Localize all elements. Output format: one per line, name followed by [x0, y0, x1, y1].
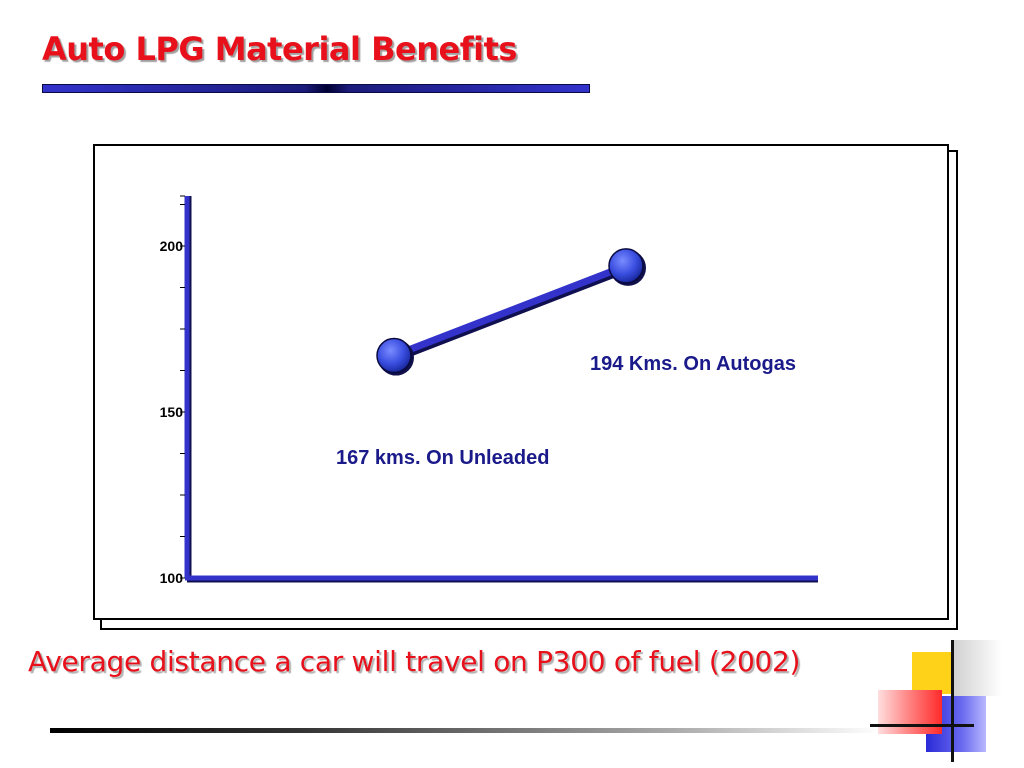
chart-caption: Average distance a car will travel on P3… [28, 645, 801, 678]
data-label: 194 Kms. On Autogas [590, 353, 796, 375]
chart-frame [93, 144, 949, 620]
corner-decoration-yellow [912, 652, 954, 694]
corner-decoration-hline [870, 724, 974, 727]
slide-title: Auto LPG Material Benefits [42, 30, 517, 68]
corner-decoration-red [878, 690, 942, 734]
y-tick-label: 150 [160, 404, 184, 420]
footer-rule [50, 728, 880, 733]
series-line-shadow [394, 265, 630, 362]
data-point [608, 248, 644, 284]
series-line [392, 262, 628, 359]
y-tick-label: 100 [160, 570, 184, 586]
corner-decoration-vline [951, 640, 954, 762]
y-tick-label: 200 [160, 238, 184, 254]
data-point [376, 337, 412, 374]
corner-decoration-gray [952, 640, 1002, 696]
data-label: 167 kms. On Unleaded [336, 447, 549, 469]
title-underline [42, 84, 590, 93]
